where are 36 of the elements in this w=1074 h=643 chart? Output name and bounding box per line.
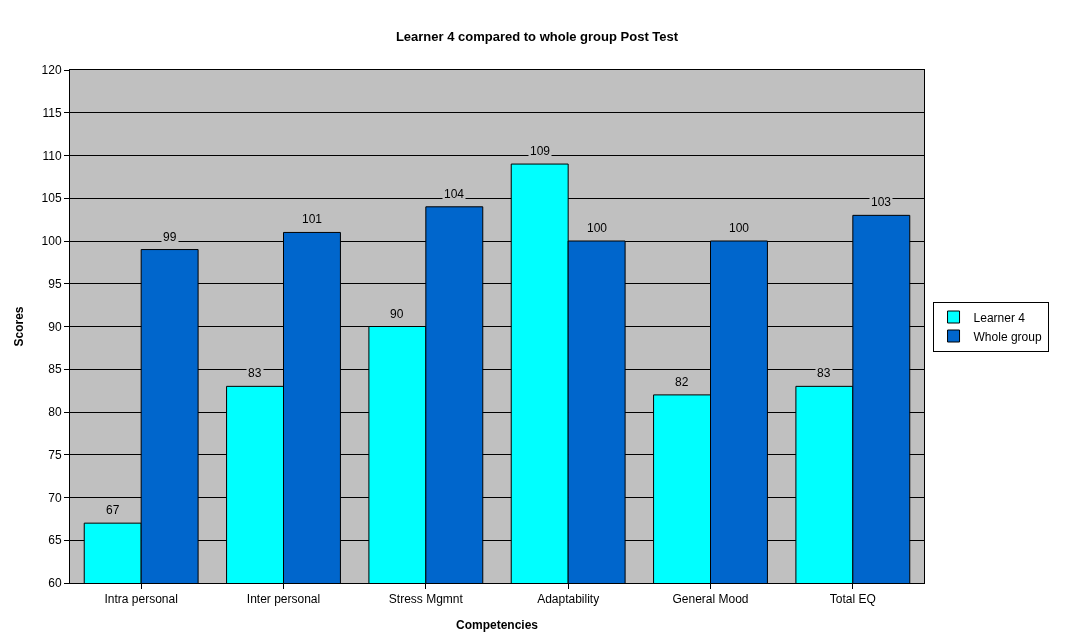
data-label: 82 <box>675 375 689 389</box>
y-tick-label: 110 <box>42 148 62 163</box>
y-tick-label: 105 <box>41 191 62 206</box>
data-label: 100 <box>729 221 750 235</box>
legend-label: Learner 4 <box>973 310 1026 325</box>
y-tick-label: 85 <box>48 362 62 377</box>
y-tick-label: 90 <box>48 319 62 334</box>
data-label: 109 <box>530 144 551 158</box>
data-label: 104 <box>444 187 465 201</box>
x-tick-label: Stress Mgmnt <box>388 592 464 607</box>
x-tick-label: Inter personal <box>246 592 321 607</box>
y-tick-label: 70 <box>48 490 62 505</box>
x-tick-label: Total EQ <box>829 592 876 607</box>
y-tick-label: 75 <box>48 447 62 462</box>
y-axis-title: Scores <box>11 306 26 347</box>
y-tick-label: 100 <box>41 234 62 249</box>
data-label: 100 <box>587 221 608 235</box>
data-label: 99 <box>163 230 177 244</box>
x-axis-title: Competencies <box>455 618 539 633</box>
y-tick-label: 65 <box>48 533 62 548</box>
data-label: 67 <box>106 503 120 517</box>
y-tick-label: 120 <box>41 63 62 78</box>
y-tick-label: 60 <box>48 576 62 591</box>
data-label: 101 <box>302 212 323 226</box>
data-label: 90 <box>390 307 404 321</box>
y-tick-label: 115 <box>42 105 62 120</box>
data-label: 83 <box>248 366 262 380</box>
chart-title: Learner 4 compared to whole group Post Test <box>395 29 679 45</box>
y-tick-label: 80 <box>48 405 62 420</box>
data-label: 103 <box>871 195 892 209</box>
x-tick-label: General Mood <box>672 592 749 607</box>
data-label: 83 <box>817 366 831 380</box>
legend-label: Whole group <box>973 329 1042 344</box>
x-tick-label: Intra personal <box>104 592 178 607</box>
y-tick-label: 95 <box>48 276 62 291</box>
x-tick-label: Adaptability <box>537 592 600 607</box>
